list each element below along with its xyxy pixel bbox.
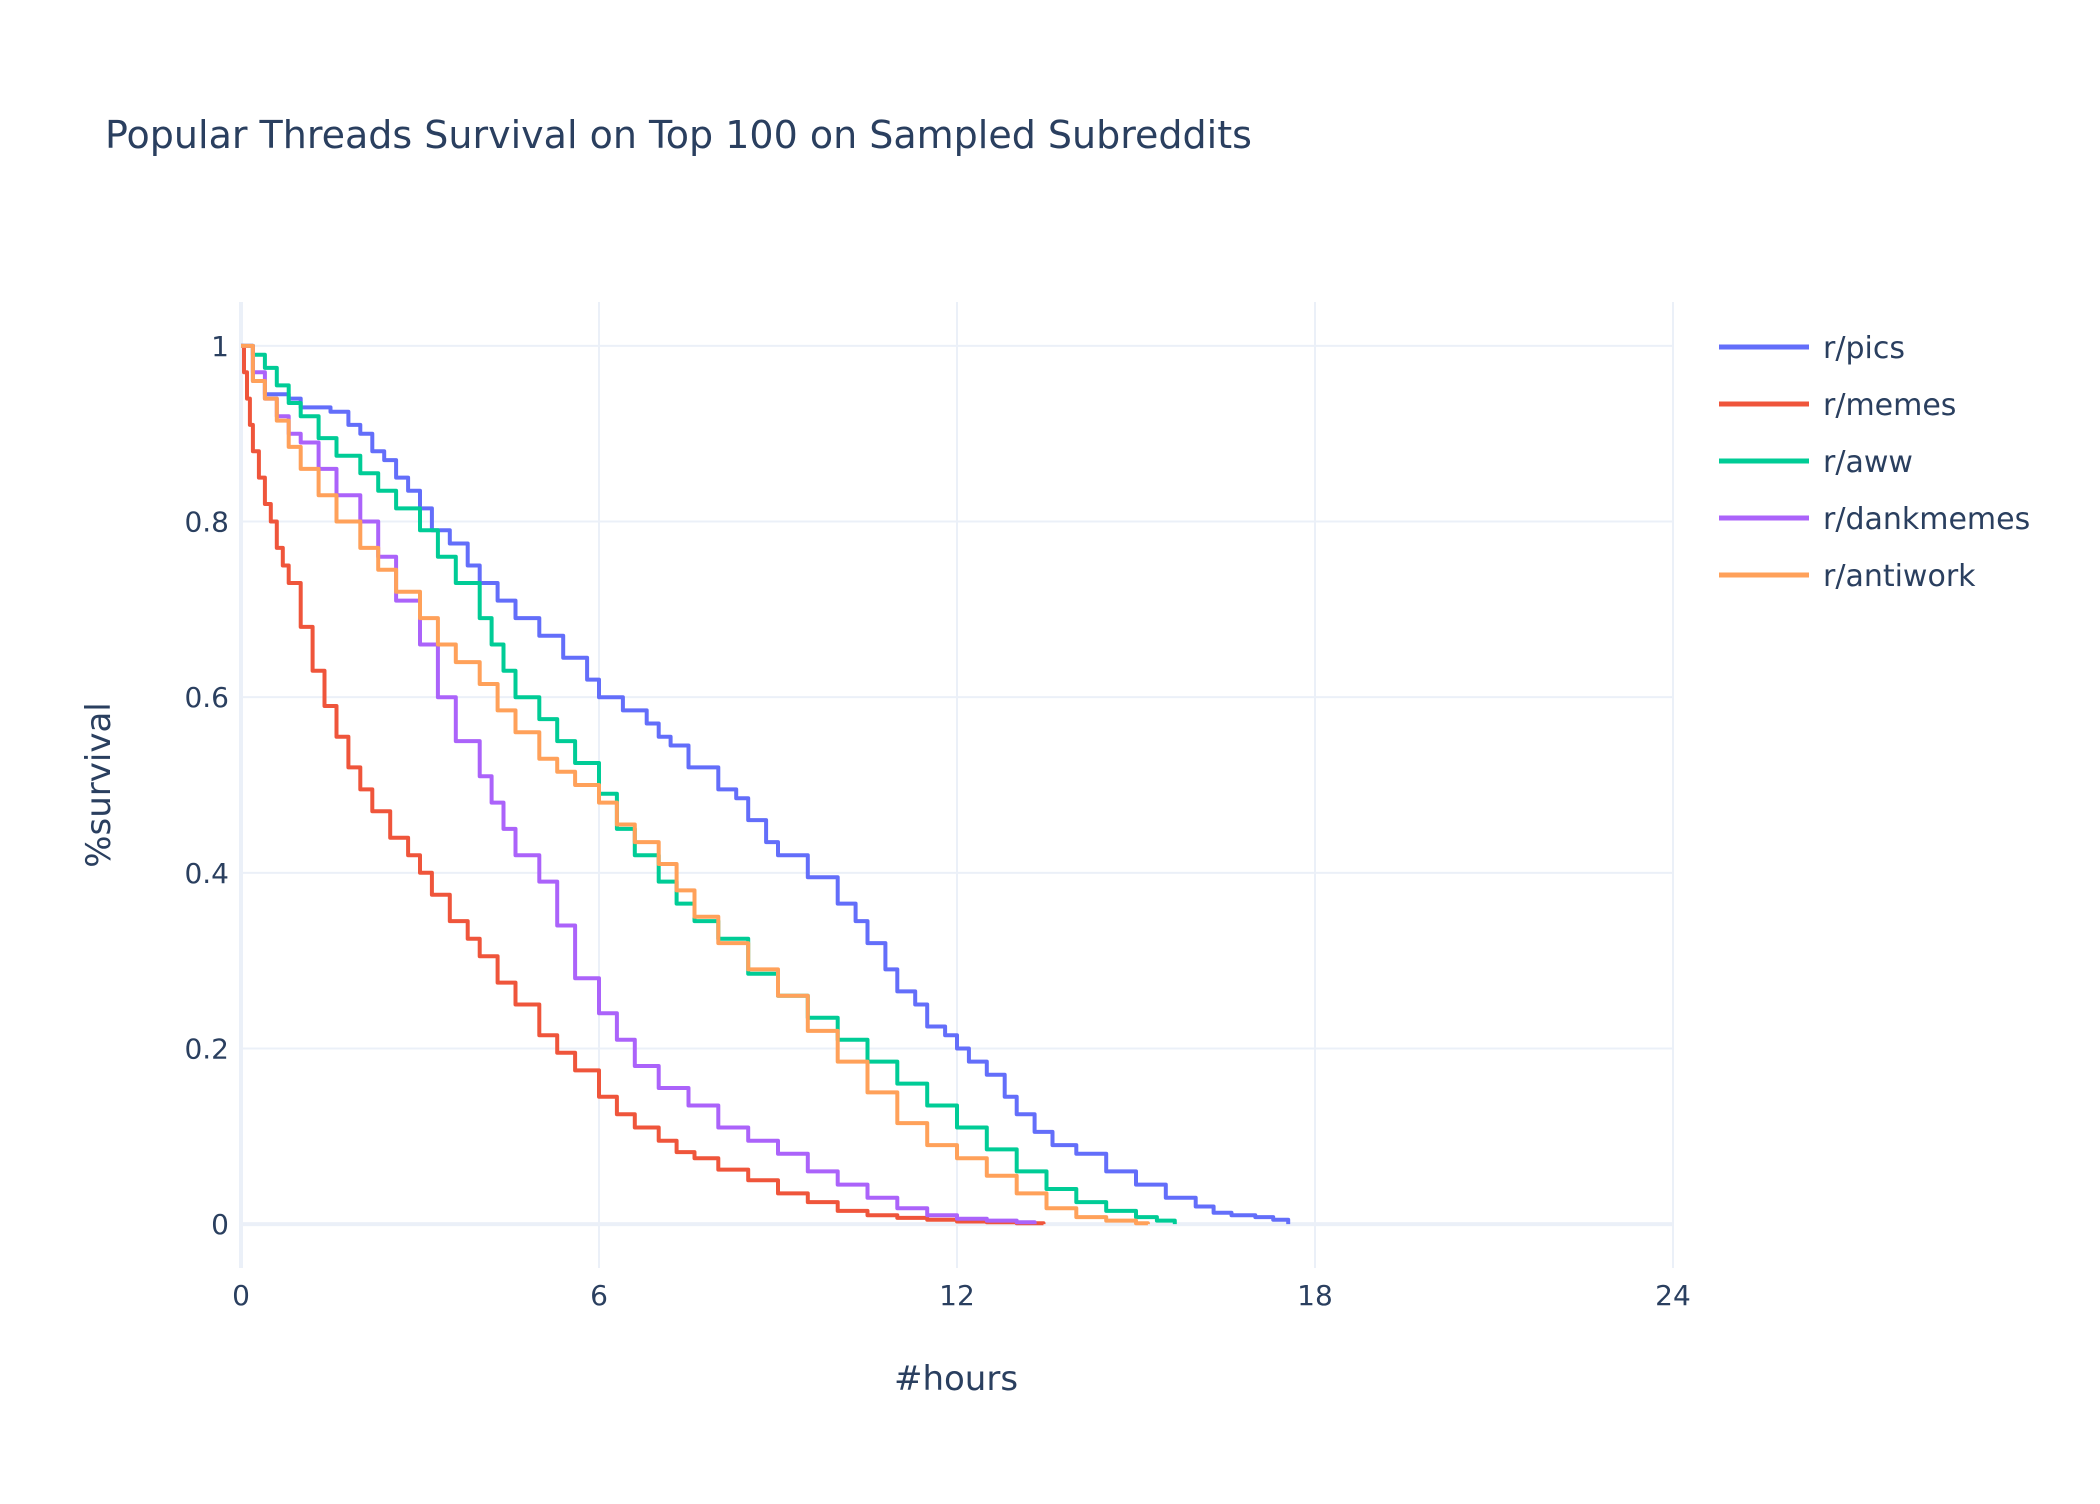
y-tick-label: 0 [211,1208,229,1241]
series-line-r-dankmemes [241,343,1037,1225]
y-tick-label: 1 [211,330,229,363]
legend-item-r-pics[interactable]: r/pics [1719,331,1905,366]
chart-title: Popular Threads Survival on Top 100 on S… [105,113,1252,157]
x-tick-label: 24 [1655,1279,1691,1312]
x-tick-label: 18 [1297,1279,1333,1312]
y-tick-label: 0.4 [184,857,229,890]
y-axis-title: %survival [79,702,119,868]
series-line-r-pics [241,343,1291,1225]
legend-label: r/antiwork [1823,559,1976,594]
legend-label: r/aww [1823,445,1913,480]
legend-label: r/dankmemes [1823,502,2030,537]
y-axis-ticks: 0 0.2 0.4 0.6 0.8 1 [184,330,229,1241]
series-line-r-memes [241,343,1046,1226]
legend-label: r/memes [1823,388,1956,423]
x-tick-label: 12 [939,1279,975,1312]
y-tick-label: 0.8 [184,506,229,539]
x-tick-label: 0 [232,1279,250,1312]
x-axis-ticks: 0 6 12 18 24 [232,1279,1691,1312]
series-line-r-antiwork [241,343,1150,1226]
legend-item-r-antiwork[interactable]: r/antiwork [1719,559,1976,594]
series-layer [241,343,1291,1226]
legend-item-r-aww[interactable]: r/aww [1719,445,1913,480]
x-tick-label: 6 [590,1279,608,1312]
x-axis-title: #hours [894,1359,1018,1399]
legend-item-r-dankmemes[interactable]: r/dankmemes [1719,502,2030,537]
legend-item-r-memes[interactable]: r/memes [1719,388,1956,423]
series-line-r-aww [241,343,1177,1225]
y-tick-label: 0.6 [184,681,229,714]
y-tick-label: 0.2 [184,1032,229,1065]
legend[interactable]: r/pics r/memes r/aww r/dankmemes r/antiwork [1719,331,2030,594]
legend-label: r/pics [1823,331,1905,366]
